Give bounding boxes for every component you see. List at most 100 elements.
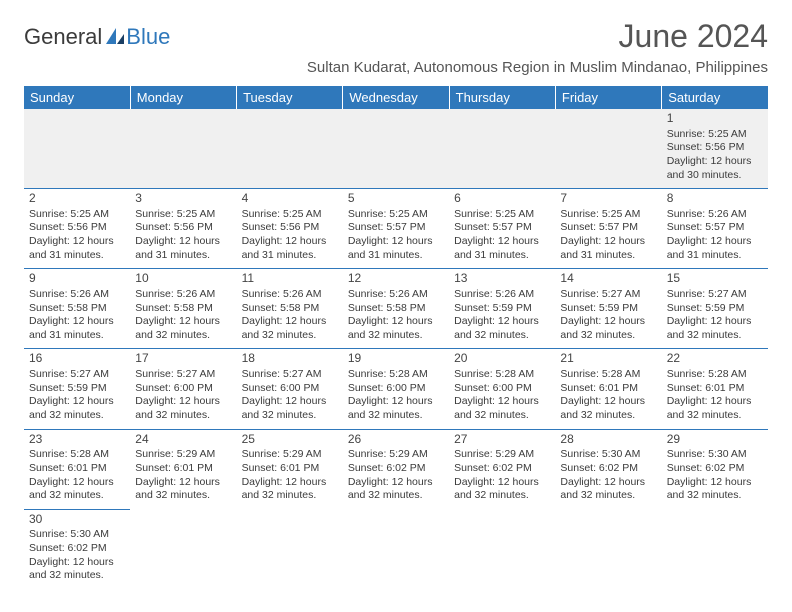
day-info-line: and 32 minutes.	[135, 329, 231, 343]
day-number: 27	[454, 432, 550, 448]
day-number: 11	[242, 271, 338, 287]
day-info-line: Sunrise: 5:27 AM	[135, 368, 231, 382]
day-info-line: and 31 minutes.	[560, 249, 656, 263]
col-saturday: Saturday	[662, 86, 768, 109]
day-info-line: Sunset: 5:57 PM	[560, 221, 656, 235]
day-number: 3	[135, 191, 231, 207]
day-info-line: Sunset: 6:01 PM	[29, 462, 125, 476]
day-info-line: and 31 minutes.	[454, 249, 550, 263]
day-number: 13	[454, 271, 550, 287]
day-number: 19	[348, 351, 444, 367]
day-info-line: and 32 minutes.	[667, 409, 763, 423]
calendar-cell: 5Sunrise: 5:25 AMSunset: 5:57 PMDaylight…	[343, 189, 449, 269]
calendar-cell: 24Sunrise: 5:29 AMSunset: 6:01 PMDayligh…	[130, 429, 236, 509]
col-thursday: Thursday	[449, 86, 555, 109]
col-monday: Monday	[130, 86, 236, 109]
calendar-cell: 3Sunrise: 5:25 AMSunset: 5:56 PMDaylight…	[130, 189, 236, 269]
calendar-cell: 26Sunrise: 5:29 AMSunset: 6:02 PMDayligh…	[343, 429, 449, 509]
day-info-line: Sunset: 6:02 PM	[348, 462, 444, 476]
day-info-line: and 32 minutes.	[454, 409, 550, 423]
day-info-line: Daylight: 12 hours	[135, 395, 231, 409]
day-info-line: and 32 minutes.	[242, 409, 338, 423]
day-info-line: Daylight: 12 hours	[135, 476, 231, 490]
day-number: 24	[135, 432, 231, 448]
calendar-cell: 1Sunrise: 5:25 AMSunset: 5:56 PMDaylight…	[662, 109, 768, 189]
day-info-line: Daylight: 12 hours	[242, 235, 338, 249]
day-info-line: Sunrise: 5:25 AM	[29, 208, 125, 222]
day-info-line: and 32 minutes.	[29, 489, 125, 503]
title-block: June 2024 Sultan Kudarat, Autonomous Reg…	[307, 18, 768, 76]
col-friday: Friday	[555, 86, 661, 109]
day-info-line: Sunset: 5:58 PM	[348, 302, 444, 316]
calendar-cell: 18Sunrise: 5:27 AMSunset: 6:00 PMDayligh…	[237, 349, 343, 429]
day-info-line: Sunrise: 5:30 AM	[560, 448, 656, 462]
day-info-line: and 31 minutes.	[29, 329, 125, 343]
day-info-line: Sunrise: 5:26 AM	[348, 288, 444, 302]
day-info-line: Sunrise: 5:25 AM	[348, 208, 444, 222]
day-info-line: Sunset: 5:58 PM	[29, 302, 125, 316]
day-info-line: Sunset: 5:56 PM	[242, 221, 338, 235]
day-info-line: Daylight: 12 hours	[560, 395, 656, 409]
day-info-line: Sunset: 5:59 PM	[454, 302, 550, 316]
calendar-cell	[555, 509, 661, 589]
day-number: 6	[454, 191, 550, 207]
day-number: 12	[348, 271, 444, 287]
day-info-line: Daylight: 12 hours	[667, 315, 763, 329]
day-info-line: Daylight: 12 hours	[667, 155, 763, 169]
day-info-line: Daylight: 12 hours	[560, 315, 656, 329]
day-info-line: Sunset: 6:00 PM	[242, 382, 338, 396]
day-info-line: Daylight: 12 hours	[348, 476, 444, 490]
day-info-line: Sunset: 5:58 PM	[242, 302, 338, 316]
day-info-line: Sunrise: 5:27 AM	[29, 368, 125, 382]
calendar-cell: 12Sunrise: 5:26 AMSunset: 5:58 PMDayligh…	[343, 269, 449, 349]
calendar-cell: 27Sunrise: 5:29 AMSunset: 6:02 PMDayligh…	[449, 429, 555, 509]
day-number: 22	[667, 351, 763, 367]
day-info-line: and 31 minutes.	[29, 249, 125, 263]
day-info-line: Daylight: 12 hours	[560, 235, 656, 249]
day-info-line: Sunset: 5:59 PM	[29, 382, 125, 396]
day-info-line: Sunset: 5:57 PM	[348, 221, 444, 235]
calendar-cell: 15Sunrise: 5:27 AMSunset: 5:59 PMDayligh…	[662, 269, 768, 349]
day-info-line: Daylight: 12 hours	[348, 315, 444, 329]
day-info-line: and 32 minutes.	[242, 329, 338, 343]
day-info-line: and 32 minutes.	[242, 489, 338, 503]
calendar-row: 16Sunrise: 5:27 AMSunset: 5:59 PMDayligh…	[24, 349, 768, 429]
day-number: 20	[454, 351, 550, 367]
day-info-line: and 32 minutes.	[348, 329, 444, 343]
day-info-line: Sunset: 6:00 PM	[454, 382, 550, 396]
logo-text-2: Blue	[126, 24, 170, 50]
day-number: 9	[29, 271, 125, 287]
day-info-line: Sunset: 5:59 PM	[667, 302, 763, 316]
calendar-cell	[662, 509, 768, 589]
day-info-line: and 32 minutes.	[667, 489, 763, 503]
day-info-line: Daylight: 12 hours	[667, 395, 763, 409]
day-number: 10	[135, 271, 231, 287]
location-text: Sultan Kudarat, Autonomous Region in Mus…	[307, 59, 768, 76]
day-info-line: and 32 minutes.	[560, 489, 656, 503]
day-info-line: Sunset: 6:00 PM	[135, 382, 231, 396]
day-info-line: Daylight: 12 hours	[242, 395, 338, 409]
day-number: 2	[29, 191, 125, 207]
day-info-line: Sunset: 5:56 PM	[29, 221, 125, 235]
day-info-line: and 32 minutes.	[348, 489, 444, 503]
day-info-line: Daylight: 12 hours	[667, 235, 763, 249]
col-tuesday: Tuesday	[237, 86, 343, 109]
day-info-line: Sunrise: 5:26 AM	[242, 288, 338, 302]
header: General Blue June 2024 Sultan Kudarat, A…	[24, 18, 768, 76]
day-number: 15	[667, 271, 763, 287]
day-info-line: Daylight: 12 hours	[29, 315, 125, 329]
calendar-cell: 29Sunrise: 5:30 AMSunset: 6:02 PMDayligh…	[662, 429, 768, 509]
day-info-line: and 32 minutes.	[560, 329, 656, 343]
day-info-line: Daylight: 12 hours	[348, 395, 444, 409]
day-info-line: Sunrise: 5:28 AM	[560, 368, 656, 382]
day-info-line: and 32 minutes.	[29, 569, 125, 583]
day-info-line: Sunset: 5:58 PM	[135, 302, 231, 316]
calendar-cell	[24, 109, 130, 189]
day-info-line: Sunrise: 5:25 AM	[242, 208, 338, 222]
day-info-line: Sunset: 6:01 PM	[242, 462, 338, 476]
day-info-line: and 30 minutes.	[667, 169, 763, 183]
calendar-cell	[343, 109, 449, 189]
calendar-cell	[449, 509, 555, 589]
day-info-line: and 31 minutes.	[348, 249, 444, 263]
calendar-cell: 11Sunrise: 5:26 AMSunset: 5:58 PMDayligh…	[237, 269, 343, 349]
